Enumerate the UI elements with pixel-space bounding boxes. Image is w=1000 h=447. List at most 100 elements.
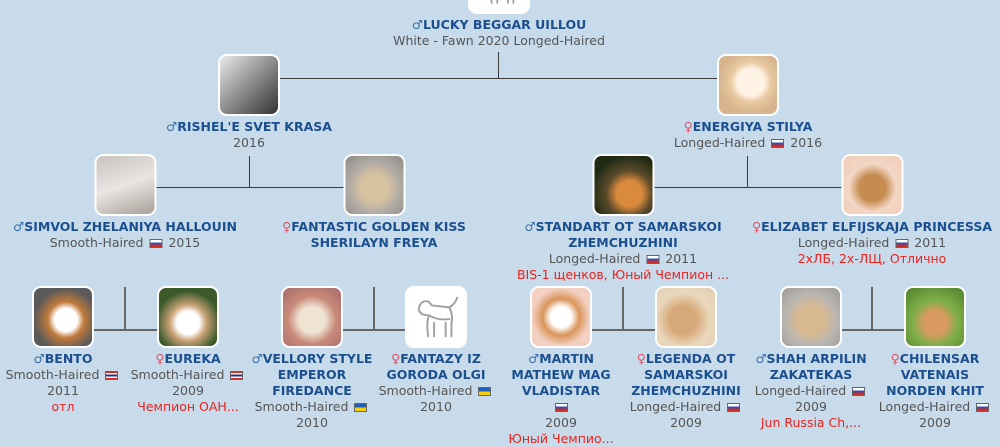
dog-name-link[interactable]: ♂LUCKY BEGGAR UILLOU: [349, 17, 649, 33]
flag-ru-icon: [646, 255, 660, 264]
dog-name-link[interactable]: ♀LEGENDA OT SAMARSKOI ZHEMCHUZHINI: [623, 351, 749, 399]
dog-name: LUCKY BEGGAR UILLOU: [422, 17, 587, 32]
pedigree-node[interactable]: ♂BENTO Smooth-Haired 2011 отл: [0, 286, 126, 415]
dog-name: MARTIN MATHEW MAG VLADISTAR: [511, 351, 611, 398]
dog-details: Smooth-Haired 2009: [125, 367, 251, 399]
dog-name-link[interactable]: ♂SHAH ARPILIN ZAKATEKAS: [748, 351, 874, 383]
dog-name-link[interactable]: ♀FANTASTIC GOLDEN KISS SHERILAYN FREYA: [252, 219, 497, 251]
birth-year: 2010: [420, 399, 452, 414]
female-icon: ♀: [751, 219, 762, 234]
flag-th-icon: [105, 371, 119, 380]
dog-photo[interactable]: [218, 54, 280, 116]
dog-details: Smooth-Haired 2010: [373, 383, 499, 415]
pedigree-node[interactable]: ♀LEGENDA OT SAMARSKOI ZHEMCHUZHINI Longed…: [623, 286, 749, 431]
dog-photo[interactable]: [717, 54, 779, 116]
dog-photo[interactable]: [32, 286, 94, 348]
award-text: Jun Russia Ch,...: [760, 415, 862, 430]
dog-photo[interactable]: [94, 154, 156, 216]
female-icon: ♀: [391, 351, 401, 366]
root-node[interactable]: ♂LUCKY BEGGAR UILLOU White - Fawn 2020 Lo…: [349, 0, 649, 49]
dog-details: Longed-Haired 2016: [628, 135, 868, 151]
dog-placeholder-icon: [490, 0, 515, 4]
pedigree-node[interactable]: ♀FANTAZY IZ GORODA OLGI Smooth-Haired 201…: [373, 286, 499, 415]
pedigree-node[interactable]: ♂STANDART OT SAMARSKOI ZHEMCHUZHINI Longe…: [501, 154, 746, 283]
connector-line: [373, 287, 375, 329]
dog-details: Smooth-Haired 2011: [0, 367, 126, 399]
dog-name-link[interactable]: ♂STANDART OT SAMARSKOI ZHEMCHUZHINI: [501, 219, 746, 251]
dog-photo[interactable]: [468, 0, 530, 14]
dog-name-link[interactable]: ♂BENTO: [0, 351, 126, 367]
dog-details: Longed-Haired 2011: [750, 235, 995, 251]
dog-photo[interactable]: [281, 286, 343, 348]
male-icon: ♂: [524, 219, 536, 234]
coat-type: Smooth-Haired: [254, 399, 349, 414]
birth-year: 2009: [670, 415, 702, 430]
birth-year: 2016: [233, 135, 265, 150]
dog-photo[interactable]: [405, 286, 467, 348]
dog-name-link[interactable]: ♂RISHEL'E SVET KRASA: [129, 119, 369, 135]
male-icon: ♂: [166, 119, 178, 134]
flag-ru-icon: [149, 239, 163, 248]
dog-placeholder-icon: [417, 296, 459, 338]
birth-year: 2009: [172, 383, 204, 398]
male-icon: ♂: [755, 351, 767, 366]
pedigree-node[interactable]: ♂SIMVOL ZHELANIYA HALLOUIN Smooth-Haired …: [3, 154, 248, 251]
flag-ua-icon: [354, 403, 368, 412]
award-text: 2хЛБ, 2х-ЛЩ, Отлично: [797, 251, 947, 266]
award-text: Юный Чемпио...: [508, 431, 614, 446]
dog-name: ELIZABET ELFIJSKAJA PRINCESSA: [761, 219, 993, 234]
dog-name-link[interactable]: ♂SIMVOL ZHELANIYA HALLOUIN: [3, 219, 248, 235]
dog-name-link[interactable]: ♂MARTIN MATHEW MAG VLADISTAR: [498, 351, 624, 399]
dog-details: Longed-Haired 2009: [872, 399, 998, 431]
dog-photo[interactable]: [655, 286, 717, 348]
dog-photo[interactable]: [904, 286, 966, 348]
pedigree-node[interactable]: ♀FANTASTIC GOLDEN KISS SHERILAYN FREYA: [252, 154, 497, 251]
connector-line: [871, 287, 873, 329]
pedigree-node[interactable]: ♂VELLORY STYLE EMPEROR FIREDANCE Smooth-H…: [249, 286, 375, 431]
dog-name: LEGENDA OT SAMARSKOI ZHEMCHUZHINI: [631, 351, 741, 398]
connector-line: [155, 187, 345, 188]
pedigree-node[interactable]: ♀CHILENSAR VATENAIS NORDEN KHIT Longed-Ha…: [872, 286, 998, 431]
pedigree-node[interactable]: ♂SHAH ARPILIN ZAKATEKAS Longed-Haired 200…: [748, 286, 874, 431]
male-icon: ♂: [33, 351, 45, 366]
dog-name-link[interactable]: ♀ELIZABET ELFIJSKAJA PRINCESSA: [750, 219, 995, 235]
dog-details: 2009: [498, 399, 624, 431]
dog-name: EUREKA: [164, 351, 221, 366]
female-icon: ♀: [282, 219, 292, 234]
connector-line: [124, 287, 126, 329]
flag-ru-icon: [727, 403, 741, 412]
dog-photo[interactable]: [841, 154, 903, 216]
dog-name: VELLORY STYLE EMPEROR FIREDANCE: [262, 351, 373, 398]
connector-line: [498, 52, 499, 78]
birth-year: 2009: [795, 399, 827, 414]
dog-name: ENERGIYA STILYA: [692, 119, 813, 134]
flag-ru-icon: [852, 387, 866, 396]
dog-name-link[interactable]: ♀CHILENSAR VATENAIS NORDEN KHIT: [872, 351, 998, 399]
dog-name-link[interactable]: ♂VELLORY STYLE EMPEROR FIREDANCE: [249, 351, 375, 399]
pedigree-node[interactable]: ♀EUREKA Smooth-Haired 2009 Чемпион ОАН...: [125, 286, 251, 415]
coat-type: Smooth-Haired: [378, 383, 473, 398]
dog-name-link[interactable]: ♀FANTAZY IZ GORODA OLGI: [373, 351, 499, 383]
dog-details: 2016: [129, 135, 369, 151]
dog-name: RISHEL'E SVET KRASA: [177, 119, 332, 134]
coat-type: Longed-Haired: [878, 399, 971, 414]
dog-name-link[interactable]: ♀EUREKA: [125, 351, 251, 367]
flag-ru-icon: [976, 403, 990, 412]
dog-details: Longed-Haired 2009: [748, 383, 874, 415]
male-icon: ♂: [411, 17, 423, 32]
pedigree-node[interactable]: ♀ELIZABET ELFIJSKAJA PRINCESSA Longed-Hai…: [750, 154, 995, 267]
dog-photo[interactable]: [780, 286, 842, 348]
birth-year: 2011: [914, 235, 947, 250]
pedigree-node[interactable]: ♂MARTIN MATHEW MAG VLADISTAR 2009 Юный Че…: [498, 286, 624, 447]
dog-details: Longed-Haired 2011: [501, 251, 746, 267]
pedigree-node[interactable]: ♀ENERGIYA STILYA Longed-Haired 2016: [628, 54, 868, 151]
dog-photo[interactable]: [592, 154, 654, 216]
connector-line: [93, 329, 158, 331]
dog-photo[interactable]: [530, 286, 592, 348]
dog-name: SHAH ARPILIN ZAKATEKAS: [766, 351, 867, 382]
dog-photo[interactable]: [343, 154, 405, 216]
pedigree-node[interactable]: ♂RISHEL'E SVET KRASA 2016: [129, 54, 369, 151]
dog-photo[interactable]: [157, 286, 219, 348]
dog-name-link[interactable]: ♀ENERGIYA STILYA: [628, 119, 868, 135]
connector-line: [249, 156, 250, 187]
